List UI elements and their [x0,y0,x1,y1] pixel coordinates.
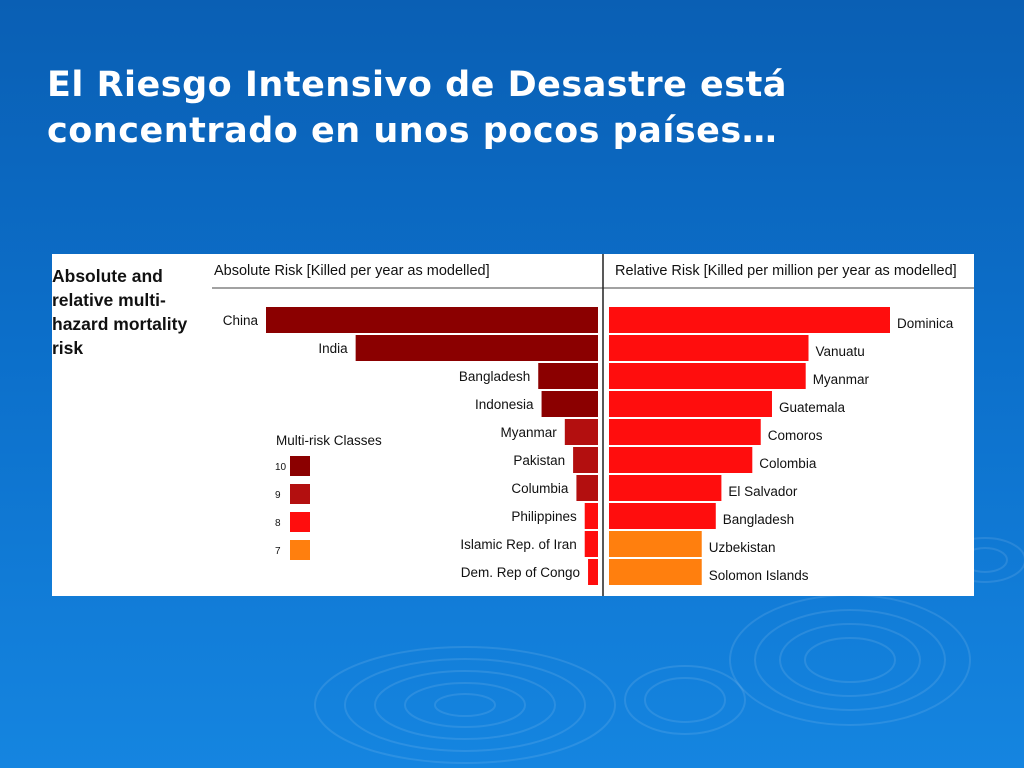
legend-swatch [290,540,310,560]
relative-risk-title: Relative Risk [Killed per million per ye… [615,263,957,279]
legend-label: 7 [275,546,281,557]
relative-risk-label: El Salvador [728,484,798,499]
legend-label: 9 [275,490,281,501]
relative-risk-bar [609,419,761,445]
relative-risk-label: Guatemala [779,400,846,415]
absolute-risk-bar [584,531,598,557]
absolute-risk-label: Bangladesh [459,369,530,384]
absolute-risk-label: Islamic Rep. of Iran [460,537,576,552]
absolute-risk-bar [564,419,598,445]
absolute-risk-label: India [318,341,348,356]
relative-risk-label: Bangladesh [723,512,794,527]
absolute-risk-label: Pakistan [513,453,565,468]
legend-label: 8 [275,518,281,529]
absolute-risk-label: Columbia [511,481,569,496]
relative-risk-bar [609,307,890,333]
panel-title-line: hazard mortality [52,314,188,334]
slide-title-line-2: concentrado en unos pocos países… [47,111,778,151]
relative-risk-bar [609,559,702,585]
relative-risk-label: Myanmar [813,372,870,387]
absolute-risk-bar [573,447,598,473]
legend-swatch [290,484,310,504]
absolute-risk-label: China [223,313,259,328]
risk-chart: Absolute Risk [Killed per year as modell… [212,254,974,596]
chart-panel: Absolute and relative multi- hazard mort… [52,254,974,596]
absolute-risk-bar [266,307,598,333]
slide-title-line-1: El Riesgo Intensivo de Desastre está [47,65,787,105]
absolute-risk-label: Myanmar [501,425,558,440]
relative-risk-bar [609,475,722,501]
panel-title-line: risk [52,338,84,358]
panel-title-line: Absolute and [52,266,163,286]
legend-label: 10 [275,462,287,473]
absolute-risk-bar [584,503,598,529]
slide-title: El Riesgo Intensivo de Desastre está con… [47,62,947,154]
relative-risk-label: Dominica [897,316,954,331]
absolute-risk-label: Philippines [511,509,577,524]
legend-swatch [290,512,310,532]
relative-risk-bar [609,391,772,417]
absolute-risk-bar [538,363,598,389]
absolute-risk-bar [576,475,598,501]
relative-risk-label: Vanuatu [816,344,865,359]
legend-swatch [290,456,310,476]
legend-title: Multi-risk Classes [276,433,382,448]
absolute-risk-bar [355,335,598,361]
absolute-risk-bar [541,391,598,417]
relative-risk-label: Colombia [759,456,817,471]
panel-title-line: relative multi- [52,290,166,310]
absolute-risk-title: Absolute Risk [Killed per year as modell… [214,263,490,279]
absolute-risk-label: Dem. Rep of Congo [461,565,580,580]
relative-risk-bar [609,447,753,473]
relative-risk-label: Solomon Islands [709,568,809,583]
relative-risk-bar [609,335,809,361]
panel-title: Absolute and relative multi- hazard mort… [52,264,202,360]
relative-risk-bar [609,503,716,529]
relative-risk-label: Comoros [768,428,823,443]
absolute-risk-bar [588,559,598,585]
relative-risk-label: Uzbekistan [709,540,776,555]
absolute-risk-label: Indonesia [475,397,534,412]
relative-risk-bar [609,363,806,389]
relative-risk-bar [609,531,702,557]
